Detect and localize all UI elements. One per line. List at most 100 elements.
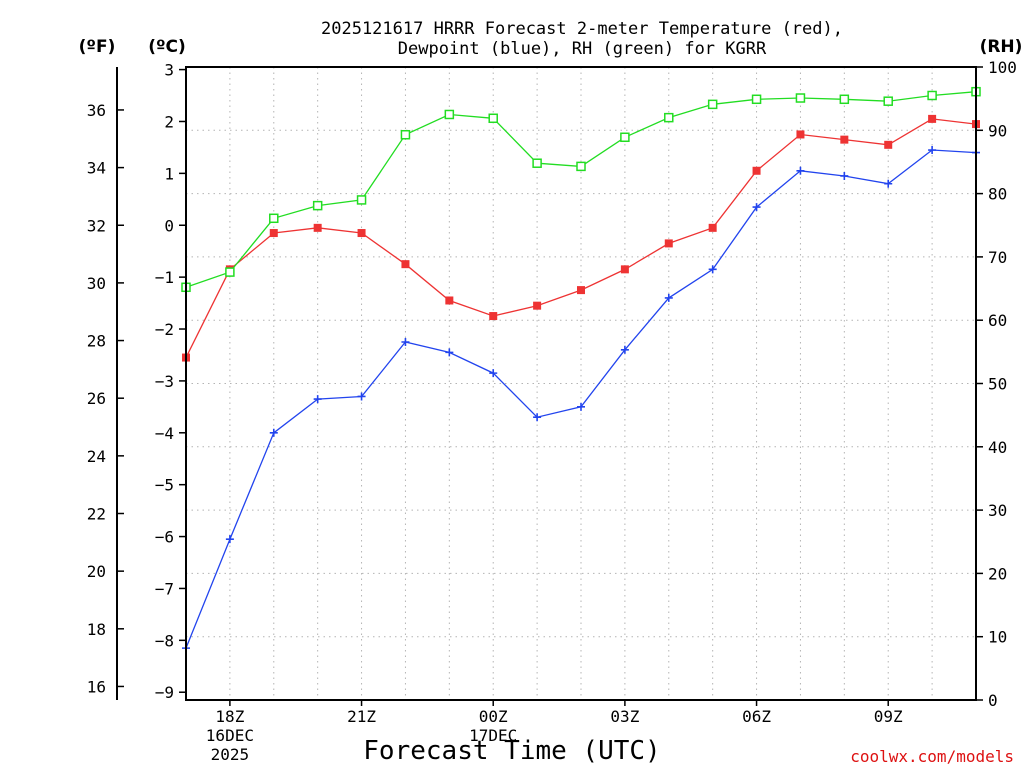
celsius-tick-label: −8	[155, 631, 174, 650]
celsius-tick-label: −7	[155, 579, 174, 598]
celsius-unit-label: (ºC)	[148, 37, 186, 57]
celsius-tick-label: −2	[155, 320, 174, 339]
dewpoint-point	[928, 146, 937, 155]
dewpoint-point	[577, 402, 585, 411]
dewpoint-point	[225, 535, 234, 544]
fahrenheit-tick-label: 20	[87, 562, 106, 581]
temperature-point	[752, 166, 761, 175]
temperature-point	[664, 239, 673, 248]
temperature-point	[445, 296, 454, 305]
celsius-tick-label: −5	[155, 476, 174, 495]
rh-tick-label: 100	[988, 58, 1017, 77]
celsius-tick-label: 3	[164, 61, 174, 80]
rh-point	[312, 200, 323, 211]
rh-point	[927, 90, 937, 101]
fahrenheit-tick-label: 36	[87, 101, 106, 120]
rh-tick-label: 20	[988, 564, 1007, 583]
temperature-point	[401, 260, 410, 269]
rh-point	[707, 99, 718, 110]
rh-unit-label: (RH)	[980, 37, 1023, 57]
rh-point	[488, 113, 498, 124]
celsius-tick-label: −4	[155, 424, 174, 443]
temperature-point	[708, 223, 717, 232]
rh-tick-label: 40	[988, 438, 1007, 457]
fahrenheit-unit-label: (ºF)	[79, 37, 116, 57]
dewpoint-point	[620, 345, 629, 354]
rh-tick-label: 70	[988, 248, 1007, 267]
temperature-point	[796, 130, 805, 139]
fahrenheit-tick-label: 30	[87, 274, 106, 293]
rh-point	[883, 96, 893, 106]
chart-title-line-1: 2025121617 HRRR Forecast 2-meter Tempera…	[321, 19, 843, 39]
temperature-point	[884, 140, 893, 149]
chart-title-line-2: Dewpoint (blue), RH (green) for KGRR	[398, 39, 767, 59]
rh-point	[620, 132, 630, 143]
celsius-tick-label: −3	[155, 372, 174, 391]
rh-point	[400, 129, 411, 140]
fahrenheit-tick-label: 24	[87, 447, 106, 466]
celsius-tick-label: −1	[155, 268, 174, 287]
temperature-point	[533, 301, 542, 310]
x-tick-label: 09Z	[874, 707, 903, 726]
rh-point	[444, 109, 455, 120]
rh-tick-label: 60	[988, 311, 1007, 330]
dewpoint-point	[445, 348, 454, 357]
celsius-tick-label: 1	[164, 164, 174, 183]
temperature-point	[928, 114, 937, 123]
rh-tick-label: 50	[988, 375, 1007, 394]
x-axis-title: Forecast Time (UTC)	[363, 736, 660, 766]
celsius-tick-label: −9	[155, 683, 174, 702]
dewpoint-point	[269, 428, 278, 437]
fahrenheit-tick-label: 18	[87, 620, 106, 639]
x-tick-label: 2025	[211, 745, 250, 764]
fahrenheit-tick-label: 26	[87, 389, 106, 408]
rh-tick-label: 10	[988, 628, 1007, 647]
dewpoint-point	[401, 337, 410, 346]
dewpoint-point	[664, 293, 673, 302]
series-layer	[181, 86, 981, 653]
dewpoint-point	[840, 171, 849, 180]
dewpoint-point	[357, 392, 366, 401]
x-tick-label: 21Z	[347, 707, 376, 726]
rh-point	[839, 94, 850, 105]
rh-point	[225, 267, 235, 277]
rh-point	[269, 213, 279, 224]
rh-tick-label: 30	[988, 501, 1007, 520]
temperature-point	[357, 229, 366, 238]
temperature-point	[577, 286, 585, 295]
x-tick-label: 18Z	[215, 707, 244, 726]
x-tick-label: 17DEC	[469, 726, 517, 745]
fahrenheit-tick-label: 34	[87, 159, 106, 178]
celsius-tick-label: 0	[164, 216, 174, 235]
dewpoint-point	[884, 179, 893, 188]
celsius-tick-label: −6	[155, 528, 174, 547]
x-tick-label: 03Z	[610, 707, 639, 726]
rh-point	[751, 94, 762, 105]
fahrenheit-tick-label: 22	[87, 505, 106, 524]
dewpoint-point	[533, 413, 542, 422]
temperature-point	[840, 135, 849, 144]
fahrenheit-tick-label: 16	[87, 677, 106, 696]
rh-tick-label: 80	[988, 185, 1007, 204]
rh-point	[576, 161, 586, 172]
dewpoint-point	[489, 369, 498, 378]
dewpoint-point	[752, 203, 761, 212]
axis-layer: 3210−1−2−3−4−5−6−7−8−9363432302826242220…	[87, 58, 1017, 764]
fahrenheit-tick-label: 28	[87, 332, 106, 351]
dewpoint-point	[796, 166, 805, 175]
temperature-point	[620, 265, 629, 274]
fahrenheit-tick-label: 32	[87, 216, 106, 235]
credit-text: coolwx.com/models	[850, 747, 1014, 766]
rh-tick-label: 90	[988, 121, 1007, 140]
temperature-point	[489, 312, 498, 321]
celsius-tick-label: 2	[164, 112, 174, 131]
dewpoint-point	[313, 395, 322, 404]
rh-point	[795, 93, 806, 103]
rh-point	[532, 158, 542, 168]
dewpoint-point	[708, 265, 717, 274]
temperature-point	[269, 229, 278, 238]
rh-point	[356, 195, 367, 205]
rh-tick-label: 0	[988, 691, 998, 710]
x-tick-label: 00Z	[479, 707, 508, 726]
